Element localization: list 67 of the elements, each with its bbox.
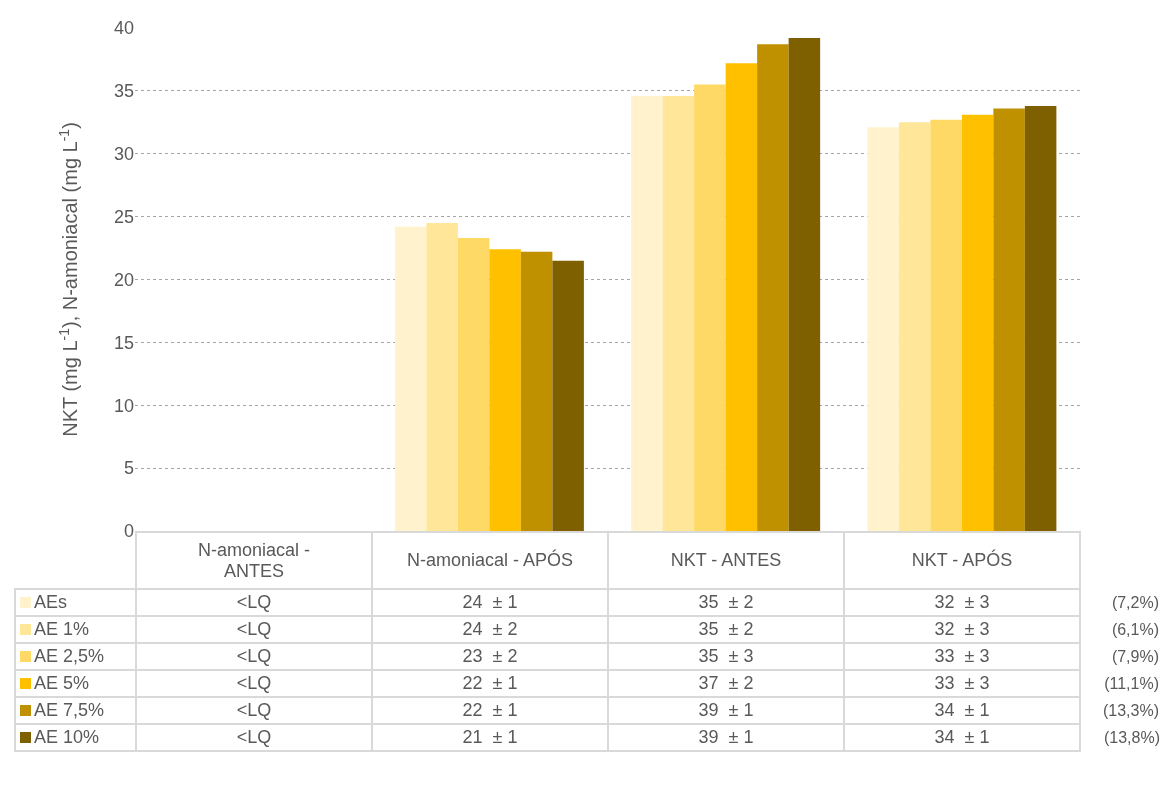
x-tick-label: NKT - APÓS	[910, 550, 1014, 571]
text: (6,1%)	[1110, 619, 1160, 640]
text: <LQ	[236, 592, 272, 612]
text: <LQ	[236, 673, 272, 693]
data-label: 39 ± 1	[608, 697, 844, 724]
legend-label: AE 5%	[15, 670, 136, 697]
text: <LQ	[236, 727, 272, 747]
x-tick-label: NKT - ANTES	[669, 550, 783, 571]
bar	[662, 95, 695, 531]
legend-label: AE 2,5%	[15, 643, 136, 670]
x-tick-label: N-amoniacal - APÓS	[405, 550, 575, 571]
data-label: 22 ± 1	[372, 670, 608, 697]
bar	[631, 95, 663, 531]
y-tick-label: 35	[113, 81, 134, 102]
data-label: 35 ± 2	[608, 616, 844, 643]
data-label: 37 ± 2	[608, 670, 844, 697]
legend-label: AE 10%	[15, 724, 136, 751]
bar	[694, 84, 726, 531]
y-tick-label: 15	[113, 332, 134, 353]
text: (7,9%)	[1110, 646, 1160, 667]
bar	[426, 222, 458, 531]
y-tick-label: 40	[113, 18, 134, 39]
y-tick-label: 20	[113, 269, 134, 290]
bar	[552, 260, 584, 531]
y-tick-label: 30	[113, 144, 134, 165]
bar	[867, 127, 899, 531]
y-tick-label: 10	[113, 395, 134, 416]
text: (13,3%)	[1101, 700, 1160, 721]
bar	[993, 108, 1025, 531]
text: (7,2%)	[1110, 592, 1160, 613]
bar	[520, 251, 553, 531]
legend-label: AE 1%	[15, 616, 136, 643]
bar	[489, 249, 521, 531]
bar	[725, 63, 758, 531]
data-label: 39 ± 1	[608, 724, 844, 751]
data-label: 24 ± 2	[372, 616, 608, 643]
data-label: 24 ± 1	[372, 589, 608, 616]
legend-label: AE 7,5%	[15, 697, 136, 724]
y-tick-label: 25	[113, 206, 134, 227]
data-label: 35 ± 3	[608, 643, 844, 670]
text: <LQ	[236, 619, 272, 639]
data-label: 33 ± 3	[844, 643, 1080, 670]
bar	[457, 238, 490, 531]
text: (13,8%)	[1102, 727, 1160, 748]
data-label: 21 ± 1	[372, 724, 608, 751]
bar	[788, 38, 821, 531]
bar	[930, 119, 962, 531]
legend-label: AEs	[15, 589, 136, 616]
bar	[757, 44, 789, 531]
data-label: 32 ± 3	[844, 616, 1080, 643]
y-tick-label: 0	[123, 521, 134, 542]
bar	[394, 226, 427, 531]
data-label: 22 ± 1	[372, 697, 608, 724]
text: (11,1%)	[1103, 673, 1160, 694]
data-label: 35 ± 2	[608, 589, 844, 616]
y-tick-label: 5	[123, 458, 134, 479]
data-label: 33 ± 3	[844, 670, 1080, 697]
data-label: 34 ± 1	[844, 724, 1080, 751]
data-label: 32 ± 3	[844, 589, 1080, 616]
text: <LQ	[236, 700, 272, 720]
bar	[898, 122, 931, 531]
data-label: 34 ± 1	[844, 697, 1080, 724]
bar	[961, 114, 994, 531]
bar	[1024, 105, 1057, 531]
x-tick-label: N-amoniacal - ANTES	[196, 539, 311, 582]
data-label: 23 ± 2	[372, 643, 608, 670]
text: <LQ	[236, 646, 272, 666]
